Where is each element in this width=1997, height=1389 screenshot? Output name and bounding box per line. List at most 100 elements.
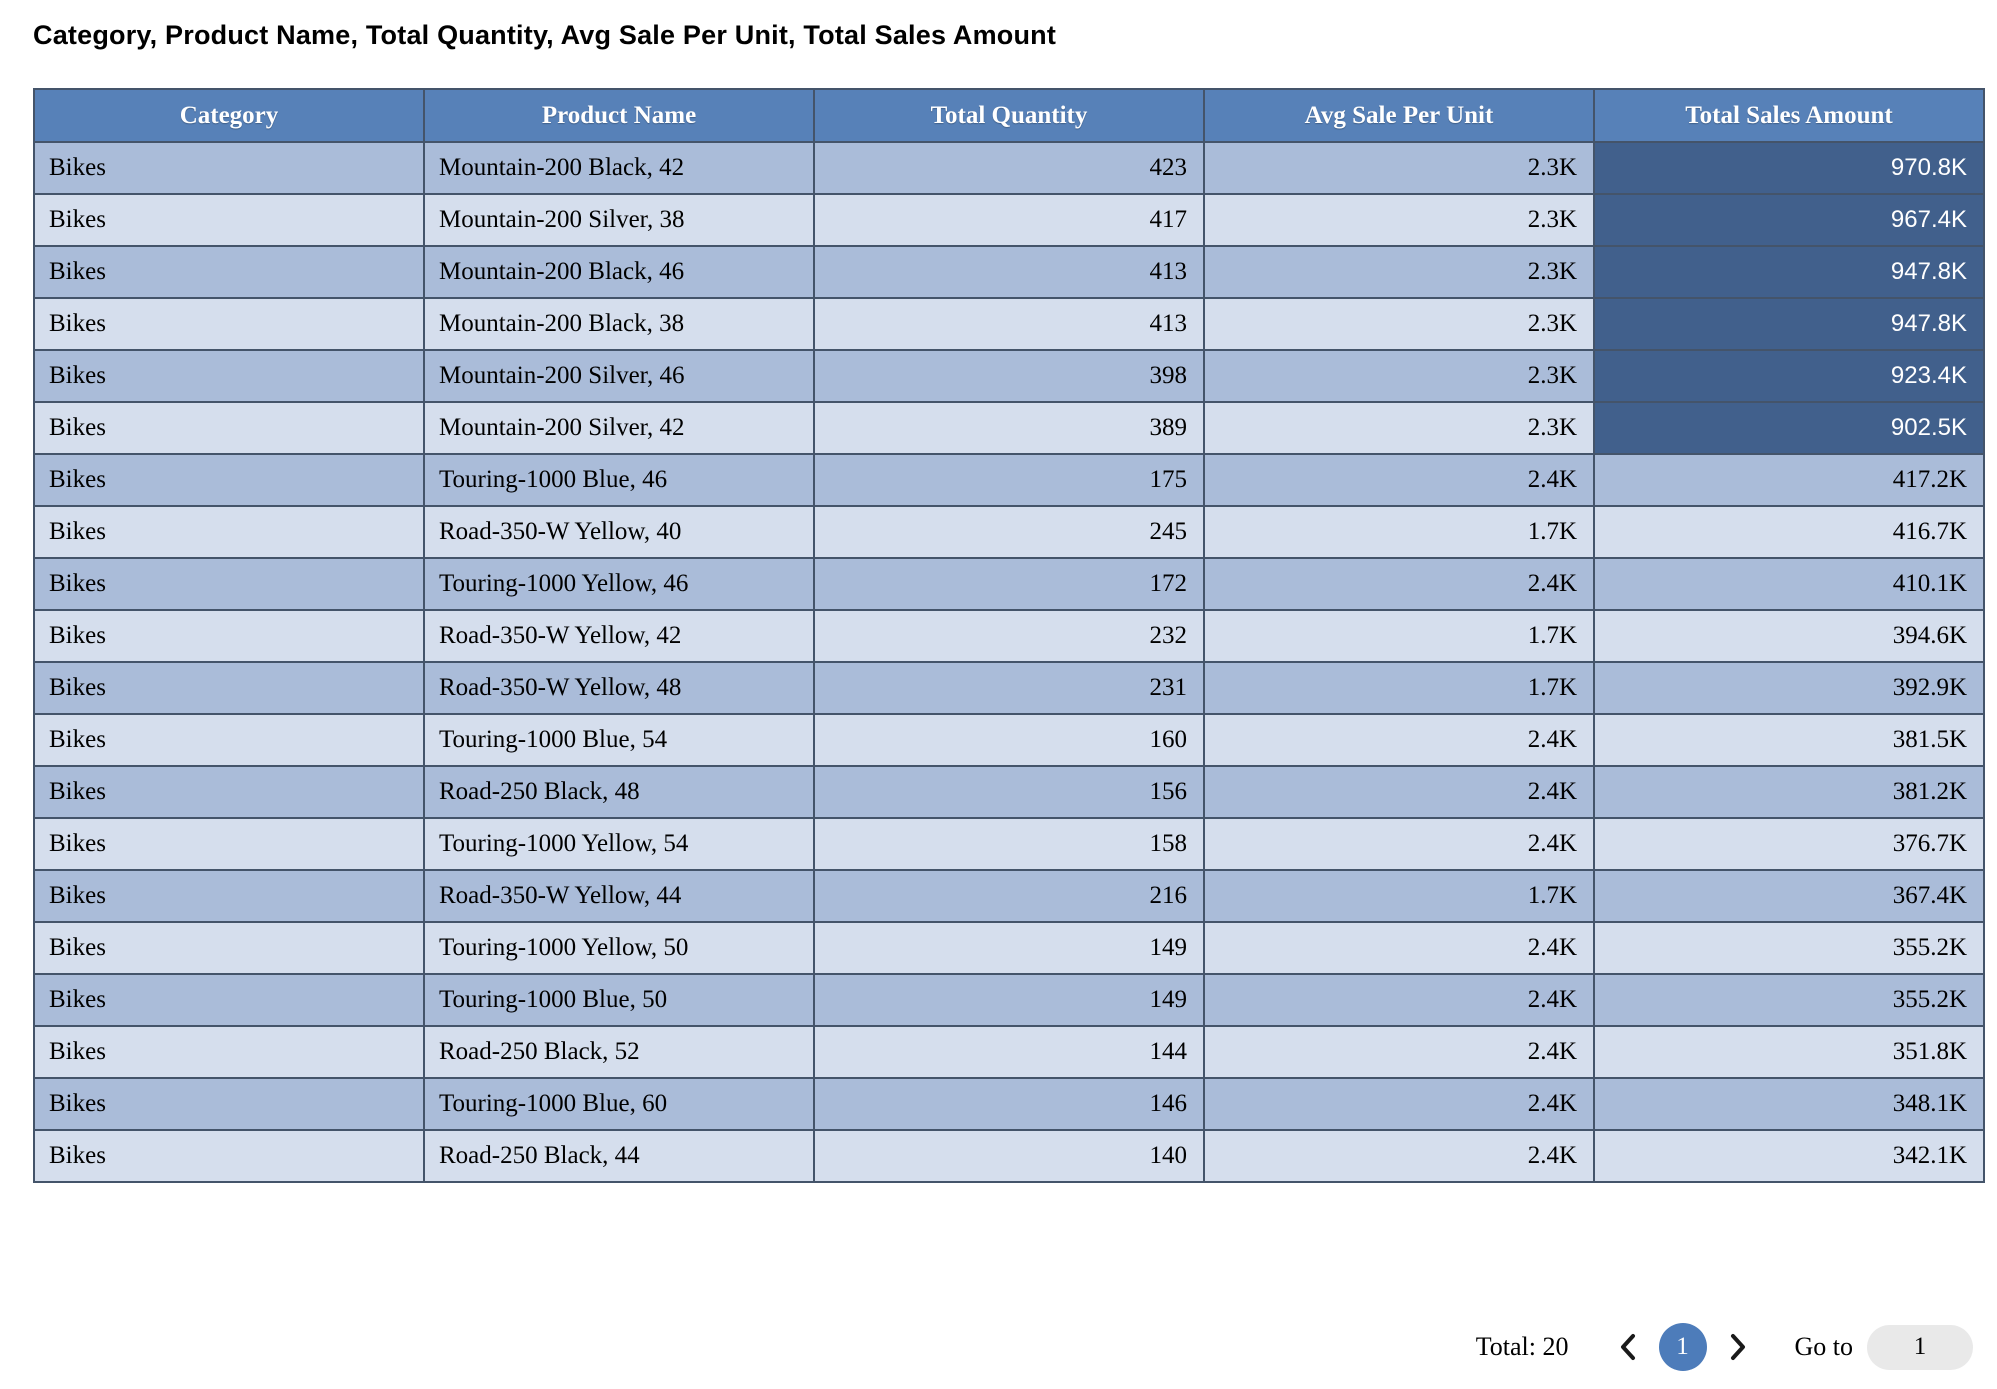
cell-category: Bikes [33, 297, 425, 351]
cell-product: Mountain-200 Black, 46 [423, 245, 815, 299]
cell-total-sales: 392.9K [1593, 661, 1985, 715]
cell-quantity: 423 [813, 141, 1205, 195]
table-row: Bikes Touring-1000 Yellow, 50 149 2.4K 355.2… [33, 921, 1985, 975]
cell-product: Touring-1000 Yellow, 46 [423, 557, 815, 611]
cell-avg-sale: 2.3K [1203, 193, 1595, 247]
cell-product: Touring-1000 Blue, 46 [423, 453, 815, 507]
cell-quantity: 149 [813, 973, 1205, 1027]
cell-quantity: 172 [813, 557, 1205, 611]
goto-page-label: Go to [1794, 1332, 1854, 1361]
data-table: Category Product Name Total Quantity Avg… [33, 88, 1985, 1183]
cell-quantity: 156 [813, 765, 1205, 819]
cell-total-sales: 902.5K [1593, 401, 1985, 455]
chevron-left-icon [1620, 1334, 1635, 1360]
cell-product: Road-350-W Yellow, 40 [423, 505, 815, 559]
cell-category: Bikes [33, 453, 425, 507]
column-header-category: Category [33, 88, 425, 143]
cell-category: Bikes [33, 557, 425, 611]
cell-product: Mountain-200 Black, 38 [423, 297, 815, 351]
cell-total-sales: 367.4K [1593, 869, 1985, 923]
table-row: Bikes Road-250 Black, 48 156 2.4K 381.2K [33, 765, 1985, 819]
cell-product: Mountain-200 Silver, 38 [423, 193, 815, 247]
goto-page-input[interactable] [1867, 1324, 1973, 1370]
cell-avg-sale: 2.3K [1203, 349, 1595, 403]
cell-avg-sale: 2.3K [1203, 245, 1595, 299]
table-row: Bikes Touring-1000 Yellow, 46 172 2.4K 410.1… [33, 557, 1985, 611]
cell-product: Touring-1000 Yellow, 50 [423, 921, 815, 975]
cell-product: Road-350-W Yellow, 44 [423, 869, 815, 923]
table-body: Bikes Mountain-200 Black, 42 423 2.3K 970.8K… [33, 141, 1985, 1183]
table-row: Bikes Mountain-200 Silver, 38 417 2.3K 967.4… [33, 193, 1985, 247]
cell-quantity: 216 [813, 869, 1205, 923]
cell-quantity: 175 [813, 453, 1205, 507]
table-row: Bikes Road-350-W Yellow, 42 232 1.7K 394.6K [33, 609, 1985, 663]
table-header: Category Product Name Total Quantity Avg… [33, 88, 1985, 143]
cell-product: Touring-1000 Blue, 50 [423, 973, 815, 1027]
table-row: Bikes Mountain-200 Silver, 46 398 2.3K 923.4… [33, 349, 1985, 403]
cell-avg-sale: 1.7K [1203, 661, 1595, 715]
cell-product: Touring-1000 Yellow, 54 [423, 817, 815, 871]
cell-quantity: 146 [813, 1077, 1205, 1131]
cell-category: Bikes [33, 1129, 425, 1183]
cell-total-sales: 923.4K [1593, 349, 1985, 403]
cell-quantity: 158 [813, 817, 1205, 871]
cell-quantity: 140 [813, 1129, 1205, 1183]
table-row: Bikes Touring-1000 Yellow, 54 158 2.4K 376.7… [33, 817, 1985, 871]
cell-avg-sale: 2.4K [1203, 1025, 1595, 1079]
table-row: Bikes Road-250 Black, 44 140 2.4K 342.1K [33, 1129, 1985, 1183]
cell-total-sales: 355.2K [1593, 921, 1985, 975]
table-row: Bikes Mountain-200 Black, 42 423 2.3K 970.8K [33, 141, 1985, 195]
cell-total-sales: 970.8K [1593, 141, 1985, 195]
current-page-button[interactable]: 1 [1658, 1323, 1707, 1371]
cell-total-sales: 410.1K [1593, 557, 1985, 611]
cell-avg-sale: 1.7K [1203, 505, 1595, 559]
cell-product: Mountain-200 Silver, 46 [423, 349, 815, 403]
table-row: Bikes Touring-1000 Blue, 54 160 2.4K 381.5K [33, 713, 1985, 767]
cell-category: Bikes [33, 505, 425, 559]
table-row: Bikes Mountain-200 Silver, 42 389 2.3K 902.5… [33, 401, 1985, 455]
table-row: Bikes Touring-1000 Blue, 46 175 2.4K 417.2K [33, 453, 1985, 507]
cell-category: Bikes [33, 973, 425, 1027]
cell-total-sales: 351.8K [1593, 1025, 1985, 1079]
cell-quantity: 160 [813, 713, 1205, 767]
cell-total-sales: 394.6K [1593, 609, 1985, 663]
cell-category: Bikes [33, 349, 425, 403]
cell-product: Mountain-200 Silver, 42 [423, 401, 815, 455]
cell-category: Bikes [33, 1077, 425, 1131]
cell-avg-sale: 2.3K [1203, 141, 1595, 195]
cell-product: Road-250 Black, 48 [423, 765, 815, 819]
cell-category: Bikes [33, 713, 425, 767]
cell-category: Bikes [33, 765, 425, 819]
cell-total-sales: 381.5K [1593, 713, 1985, 767]
cell-quantity: 417 [813, 193, 1205, 247]
cell-total-sales: 416.7K [1593, 505, 1985, 559]
cell-total-sales: 342.1K [1593, 1129, 1985, 1183]
cell-category: Bikes [33, 401, 425, 455]
page-title: Category, Product Name, Total Quantity, … [33, 20, 1057, 50]
cell-total-sales: 967.4K [1593, 193, 1985, 247]
cell-avg-sale: 2.4K [1203, 557, 1595, 611]
cell-quantity: 144 [813, 1025, 1205, 1079]
cell-category: Bikes [33, 921, 425, 975]
table-row: Bikes Mountain-200 Black, 38 413 2.3K 947.8K [33, 297, 1985, 351]
cell-total-sales: 947.8K [1593, 297, 1985, 351]
cell-quantity: 398 [813, 349, 1205, 403]
cell-category: Bikes [33, 1025, 425, 1079]
cell-quantity: 413 [813, 245, 1205, 299]
cell-category: Bikes [33, 141, 425, 195]
prev-page-button[interactable] [1611, 1327, 1645, 1367]
cell-avg-sale: 1.7K [1203, 869, 1595, 923]
next-page-button[interactable] [1721, 1327, 1755, 1367]
cell-avg-sale: 2.4K [1203, 713, 1595, 767]
cell-product: Road-350-W Yellow, 48 [423, 661, 815, 715]
cell-quantity: 232 [813, 609, 1205, 663]
column-header-quantity: Total Quantity [813, 88, 1205, 143]
column-header-product: Product Name [423, 88, 815, 143]
table-row: Bikes Road-350-W Yellow, 40 245 1.7K 416.7K [33, 505, 1985, 559]
cell-avg-sale: 2.4K [1203, 1077, 1595, 1131]
cell-avg-sale: 2.4K [1203, 1129, 1595, 1183]
cell-avg-sale: 2.3K [1203, 297, 1595, 351]
cell-quantity: 245 [813, 505, 1205, 559]
cell-avg-sale: 2.4K [1203, 921, 1595, 975]
